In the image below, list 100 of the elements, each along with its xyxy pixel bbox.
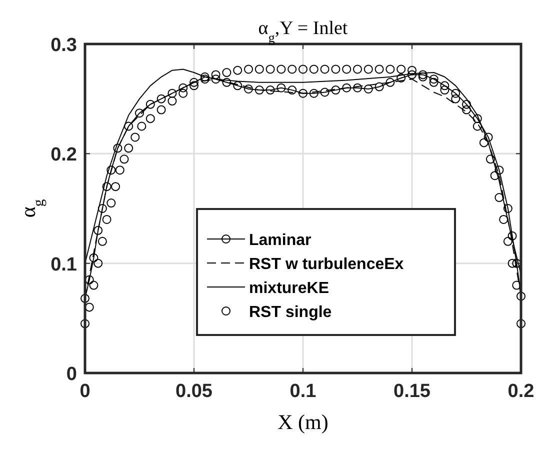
point bbox=[120, 154, 129, 164]
point bbox=[168, 96, 177, 106]
point bbox=[490, 171, 500, 180]
point bbox=[89, 280, 98, 290]
point bbox=[200, 72, 210, 82]
point bbox=[211, 74, 220, 84]
point bbox=[266, 86, 275, 95]
point bbox=[472, 122, 482, 131]
x-tick-label: 0.15 bbox=[394, 381, 431, 402]
point bbox=[233, 81, 242, 90]
point bbox=[374, 64, 384, 74]
point bbox=[396, 73, 406, 82]
point bbox=[386, 78, 395, 87]
point bbox=[418, 70, 428, 80]
point bbox=[156, 94, 166, 104]
point bbox=[190, 78, 198, 87]
point bbox=[298, 88, 308, 98]
point bbox=[408, 66, 416, 75]
point bbox=[484, 132, 493, 142]
point bbox=[516, 319, 526, 328]
legend-label: RST single bbox=[249, 304, 332, 321]
point bbox=[115, 166, 124, 175]
point bbox=[440, 86, 450, 95]
point bbox=[146, 100, 155, 109]
point bbox=[94, 226, 103, 235]
point bbox=[462, 105, 471, 114]
point bbox=[111, 182, 120, 192]
point bbox=[479, 138, 488, 148]
point bbox=[244, 64, 253, 74]
point bbox=[102, 182, 112, 192]
point bbox=[288, 86, 297, 95]
point bbox=[503, 204, 512, 213]
point bbox=[309, 64, 318, 74]
point bbox=[94, 258, 103, 268]
point bbox=[254, 86, 264, 95]
point bbox=[342, 64, 352, 74]
point bbox=[396, 64, 406, 74]
point bbox=[462, 100, 471, 109]
point bbox=[130, 132, 140, 142]
point bbox=[156, 105, 166, 114]
point bbox=[418, 72, 428, 82]
point bbox=[494, 193, 504, 202]
x-tick-label: 0.05 bbox=[176, 381, 213, 402]
point bbox=[276, 83, 286, 92]
point bbox=[113, 144, 122, 153]
point bbox=[288, 64, 297, 74]
y-tick-label: 0.2 bbox=[50, 144, 77, 166]
point bbox=[266, 64, 275, 74]
x-tick-label: 0.1 bbox=[290, 381, 317, 402]
point bbox=[309, 88, 318, 98]
point bbox=[503, 236, 512, 246]
x-axis-title: X (m) bbox=[278, 410, 328, 434]
point bbox=[233, 66, 242, 75]
point bbox=[451, 88, 460, 98]
point bbox=[124, 122, 134, 131]
point bbox=[364, 84, 373, 94]
point bbox=[374, 82, 384, 92]
point bbox=[89, 253, 98, 262]
point bbox=[211, 70, 220, 80]
point bbox=[80, 294, 90, 303]
point bbox=[200, 74, 210, 84]
y-tick-label: 0.1 bbox=[50, 254, 78, 276]
point bbox=[222, 78, 232, 87]
point bbox=[146, 114, 155, 124]
point bbox=[508, 231, 517, 240]
point bbox=[178, 88, 188, 98]
point bbox=[222, 68, 232, 78]
point bbox=[331, 86, 340, 95]
point bbox=[342, 83, 352, 92]
point bbox=[499, 214, 508, 224]
point bbox=[353, 64, 362, 74]
point bbox=[494, 166, 504, 175]
point bbox=[276, 64, 286, 74]
point bbox=[408, 70, 416, 80]
point bbox=[244, 84, 253, 94]
legend-label: mixtureKE bbox=[249, 280, 330, 297]
point bbox=[190, 81, 198, 90]
point bbox=[80, 319, 90, 328]
point bbox=[429, 74, 438, 84]
point bbox=[254, 64, 264, 74]
point bbox=[331, 64, 340, 74]
point bbox=[429, 78, 438, 87]
point bbox=[135, 108, 144, 118]
point bbox=[386, 64, 395, 74]
point bbox=[486, 154, 495, 164]
chart-title: α$_{g}$,Y = Inlet bbox=[258, 18, 348, 44]
point bbox=[102, 214, 112, 224]
point bbox=[320, 88, 330, 97]
point bbox=[472, 114, 482, 124]
point bbox=[353, 83, 362, 92]
point bbox=[98, 204, 107, 213]
point bbox=[168, 88, 177, 98]
y-tick-label: 0 bbox=[66, 364, 77, 385]
point bbox=[440, 81, 450, 90]
point bbox=[106, 166, 116, 175]
legend-label: Laminar bbox=[249, 232, 312, 249]
point bbox=[516, 292, 526, 301]
point bbox=[320, 64, 330, 74]
point bbox=[98, 236, 107, 246]
legend-label: RST w turbulenceEx bbox=[249, 256, 404, 273]
